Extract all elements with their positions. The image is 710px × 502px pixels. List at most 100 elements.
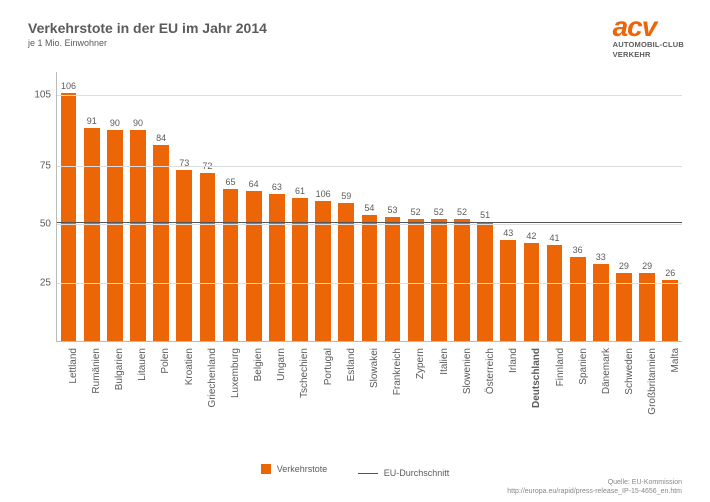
bar-value-label: 90 <box>110 118 120 128</box>
bar: 52 <box>431 219 447 341</box>
xlabel-slot: Finnland <box>543 344 566 444</box>
x-axis-label: Polen <box>160 348 171 374</box>
bar-value-label: 26 <box>665 268 675 278</box>
legend-average-label: EU-Durchschnitt <box>384 468 450 478</box>
bar-slot: 29 <box>612 72 635 341</box>
acv-logo: acv AUTOMOBIL-CLUB VERKEHR <box>613 14 684 60</box>
x-axis-label: Kroatien <box>184 348 195 385</box>
xlabel-slot: Irland <box>497 344 520 444</box>
x-axis-label: Rumänien <box>91 348 102 394</box>
bar-slot: 53 <box>381 72 404 341</box>
bar-value-label: 36 <box>573 245 583 255</box>
x-axis-label: Österreich <box>485 348 496 394</box>
x-axis-label: Schweden <box>624 348 635 395</box>
xlabel-slot: Portugal <box>311 344 334 444</box>
bar: 26 <box>662 280 678 341</box>
xlabel-slot: Schweden <box>613 344 636 444</box>
x-axis-label: Spanien <box>578 348 589 385</box>
bar: 36 <box>570 257 586 341</box>
bar-value-label: 61 <box>295 186 305 196</box>
xlabel-slot: Belgien <box>242 344 265 444</box>
xlabel-slot: Litauen <box>126 344 149 444</box>
bar: 52 <box>408 219 424 341</box>
bar: 42 <box>524 243 540 341</box>
x-axis-label: Litauen <box>137 348 148 381</box>
bar-slot: 64 <box>242 72 265 341</box>
xlabel-slot: Slowenien <box>450 344 473 444</box>
bar-slot: 52 <box>404 72 427 341</box>
bar-value-label: 54 <box>364 203 374 213</box>
bar-slot: 73 <box>173 72 196 341</box>
bar-slot: 65 <box>219 72 242 341</box>
gridline <box>57 95 682 96</box>
xlabel-slot: Spanien <box>566 344 589 444</box>
bar-value-label: 91 <box>87 116 97 126</box>
bar: 53 <box>385 217 401 341</box>
x-axis-label: Estland <box>346 348 357 381</box>
xlabel-slot: Zypern <box>404 344 427 444</box>
bar-slot: 72 <box>196 72 219 341</box>
xlabel-slot: Luxemburg <box>218 344 241 444</box>
ytick-label: 50 <box>40 219 57 230</box>
ytick-label: 75 <box>40 160 57 171</box>
logo-brand: acv <box>613 14 684 39</box>
bar-value-label: 41 <box>550 233 560 243</box>
x-axis-label: Zypern <box>415 348 426 379</box>
xlabel-slot: Kroatien <box>172 344 195 444</box>
bar: 90 <box>107 130 123 341</box>
bar-value-label: 106 <box>61 81 76 91</box>
chart-plot: 1069190908473726564636110659545352525251… <box>56 72 682 342</box>
xlabel-slot: Bulgarien <box>102 344 125 444</box>
legend-swatch-line <box>358 473 378 474</box>
bar-value-label: 33 <box>596 252 606 262</box>
x-axis-label: Großbritannien <box>647 348 658 415</box>
x-axis-label: Italien <box>439 348 450 375</box>
legend-series: Verkehrstote <box>261 464 328 474</box>
xlabel-slot: Dänemark <box>589 344 612 444</box>
bar-slot: 54 <box>358 72 381 341</box>
gridline <box>57 166 682 167</box>
bar-value-label: 106 <box>316 189 331 199</box>
source-line1: Quelle: EU-Kommission <box>507 479 682 487</box>
x-axis-label: Finnland <box>555 348 566 386</box>
x-axis-label: Lettland <box>68 348 79 384</box>
bar: 91 <box>84 128 100 341</box>
bar-value-label: 52 <box>411 207 421 217</box>
bar-slot: 90 <box>126 72 149 341</box>
xlabel-slot: Frankreich <box>381 344 404 444</box>
bar-value-label: 42 <box>526 231 536 241</box>
bar: 90 <box>130 130 146 341</box>
logo-sub2: VERKEHR <box>613 51 684 59</box>
bar: 64 <box>246 191 262 341</box>
bar-value-label: 65 <box>226 177 236 187</box>
xlabel-slot: Lettland <box>56 344 79 444</box>
x-axis-labels: Lettland RumänienBulgarien Litauen Polen Kro… <box>56 344 682 444</box>
x-axis-label: Belgien <box>253 348 264 381</box>
x-axis-label: Luxemburg <box>230 348 241 398</box>
x-axis-label: Slowakei <box>369 348 380 388</box>
bar-slot: 51 <box>474 72 497 341</box>
bar-value-label: 84 <box>156 133 166 143</box>
ytick-label: 105 <box>34 90 57 101</box>
x-axis-label: Deutschland <box>531 348 542 408</box>
header: Verkehrstote in der EU im Jahr 2014 je 1… <box>28 20 682 72</box>
logo-sub1: AUTOMOBIL-CLUB <box>613 41 684 49</box>
bar: 33 <box>593 264 609 341</box>
bar-value-label: 90 <box>133 118 143 128</box>
page-subtitle: je 1 Mio. Einwohner <box>28 38 682 48</box>
bar: 43 <box>500 240 516 341</box>
bar-slot: 29 <box>636 72 659 341</box>
gridline <box>57 283 682 284</box>
bar-slot: 91 <box>80 72 103 341</box>
x-axis-label: Tschechien <box>299 348 310 398</box>
bar-slot: 42 <box>520 72 543 341</box>
bar-slot: 61 <box>288 72 311 341</box>
xlabel-slot: Slowakei <box>357 344 380 444</box>
bar-value-label: 43 <box>503 228 513 238</box>
xlabel-slot: Estland <box>334 344 357 444</box>
bar: 63 <box>269 194 285 341</box>
x-axis-label: Malta <box>670 348 681 372</box>
bar-value-label: 29 <box>642 261 652 271</box>
x-axis-label: Irland <box>508 348 519 373</box>
bar-slot: 63 <box>265 72 288 341</box>
